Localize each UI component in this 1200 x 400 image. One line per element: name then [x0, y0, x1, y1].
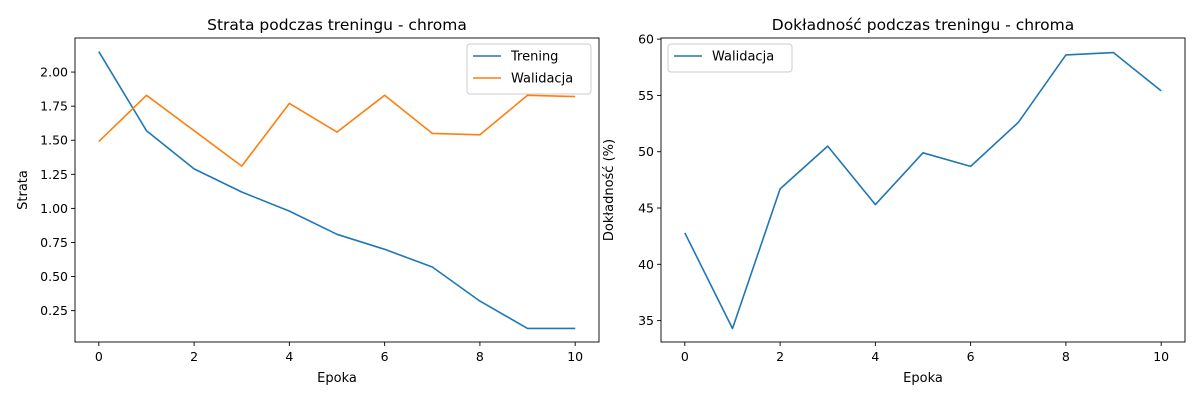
axes-frame	[74, 37, 600, 343]
y-axis-label: Strata	[16, 170, 31, 210]
x-tick-label: 8	[1062, 349, 1070, 364]
axes-frame	[660, 37, 1186, 343]
x-tick-label: 6	[967, 349, 975, 364]
legend: Walidacja	[667, 43, 793, 73]
x-tick-label: 10	[567, 349, 583, 364]
x-axis-label: Epoka	[317, 371, 357, 386]
y-tick-label: 35	[638, 313, 654, 328]
y-tick-label: 1.00	[40, 201, 68, 216]
x-tick-label: 4	[285, 349, 293, 364]
y-tick-label: 0.50	[40, 269, 68, 284]
legend-label: Trening	[510, 50, 558, 65]
y-tick-label: 55	[638, 88, 654, 103]
y-tick-label: 60	[638, 32, 654, 47]
y-tick-label: 45	[638, 201, 654, 216]
x-tick-label: 6	[381, 349, 389, 364]
x-tick-label: 2	[190, 349, 198, 364]
chart-title: Dokładność podczas treningu - chroma	[772, 16, 1074, 34]
legend-label: Walidacja	[511, 72, 573, 87]
series-line-walidacja	[98, 94, 576, 167]
legend: Trening Walidacja	[466, 43, 592, 95]
x-tick-label: 8	[476, 349, 484, 364]
chart-1: 0 2 4 6 8 10 0.25 0.50 0.75 1.00 1.25 1.50 1.75 2.00 S…	[16, 16, 600, 386]
y-tick-label: 50	[638, 144, 654, 159]
x-tick-label: 4	[871, 349, 879, 364]
x-axis-label: Epoka	[903, 371, 943, 386]
y-tick-label: 0.25	[40, 303, 68, 318]
series-line-trening	[98, 51, 576, 330]
series-line-walidacja	[684, 51, 1162, 330]
y-tick-label: 1.75	[40, 99, 68, 114]
y-tick-label: 40	[638, 257, 654, 272]
y-tick-label: 1.50	[40, 133, 68, 148]
y-axis-label: Dokładność (%)	[602, 139, 617, 241]
y-tick-label: 0.75	[40, 235, 68, 250]
x-tick-label: 10	[1153, 349, 1169, 364]
chart-title: Strata podczas treningu - chroma	[207, 16, 467, 34]
x-tick-label: 0	[95, 349, 103, 364]
legend-label: Walidacja	[712, 50, 774, 65]
x-tick-label: 2	[776, 349, 784, 364]
chart-2: 0 2 4 6 8 10 35 40 45 50 55 60 Dokładność podczas tr…	[602, 16, 1186, 386]
legend-box	[667, 43, 793, 73]
y-tick-label: 1.25	[40, 167, 68, 182]
x-tick-label: 0	[681, 349, 689, 364]
y-tick-label: 2.00	[40, 65, 68, 80]
